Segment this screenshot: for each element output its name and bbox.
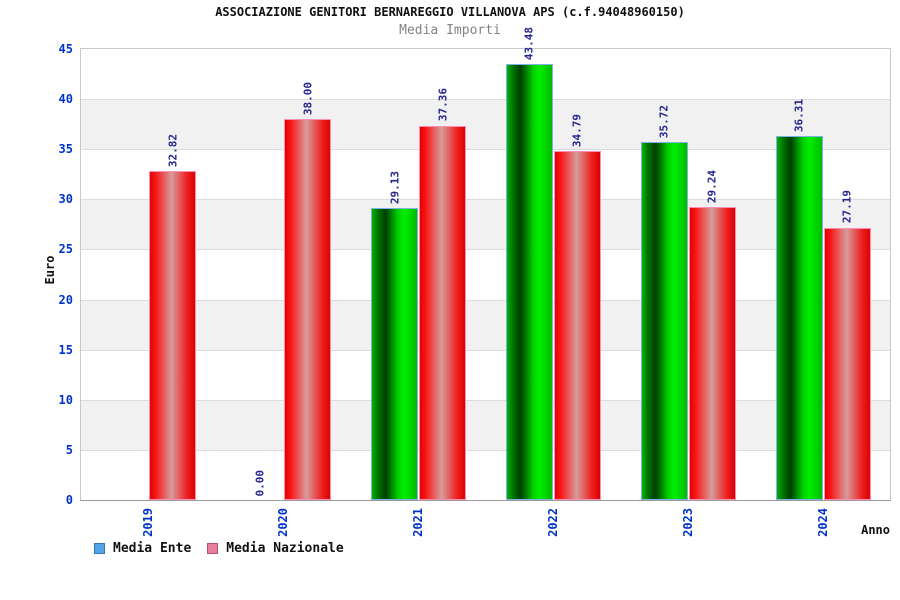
x-axis-tick-label: 2023 xyxy=(680,508,695,537)
bar-media-ente xyxy=(775,136,823,500)
bar-value-label: 32.82 xyxy=(166,133,180,168)
legend-label-media-nazionale: Media Nazionale xyxy=(226,541,344,556)
bar-value-label: 37.36 xyxy=(436,88,450,122)
y-axis-tick-label: 20 xyxy=(58,292,73,307)
bar-media-nazionale xyxy=(823,227,871,500)
x-axis-tick-label: 2022 xyxy=(545,508,560,537)
bar-media-nazionale xyxy=(149,171,197,500)
grid-band xyxy=(81,249,890,300)
y-axis-tick-label: 5 xyxy=(65,442,73,457)
grid-band xyxy=(81,99,890,150)
y-axis-tick-label: 30 xyxy=(58,192,73,207)
y-axis-tick-label: 45 xyxy=(58,42,73,56)
bar-value-label: 0.00 xyxy=(253,469,267,497)
bar-media-ente xyxy=(640,142,688,500)
y-axis-tick-label: 25 xyxy=(58,242,73,257)
plot-area: 0 5 10 15 20 25 30 35 40 45 32.82 2019 0.00 38.00 2020… xyxy=(59,27,891,537)
y-axis-tick-label: 40 xyxy=(58,92,73,107)
bar-value-label: 34.79 xyxy=(570,114,584,148)
legend: Media Ente Media Nazionale xyxy=(94,541,344,556)
bar-media-nazionale xyxy=(419,125,467,500)
grid-band xyxy=(81,49,890,100)
x-axis-title: Anno xyxy=(861,523,890,537)
chart-title: ASSOCIAZIONE GENITORI BERNAREGGIO VILLAN… xyxy=(215,5,685,19)
grid-band xyxy=(81,199,890,250)
bar-value-label: 43.48 xyxy=(522,27,536,61)
y-axis-tick-label: 0 xyxy=(65,493,73,507)
grid-band xyxy=(81,349,890,400)
y-axis-tick-label: 35 xyxy=(58,142,73,157)
bar-media-ente xyxy=(371,208,419,500)
grid-band xyxy=(81,149,890,200)
bar-value-label: 29.13 xyxy=(388,170,402,205)
y-axis-tick-label: 10 xyxy=(58,392,73,407)
legend-label-media-ente: Media Ente xyxy=(113,541,192,556)
y-axis-title: Euro xyxy=(43,255,57,285)
grid-band xyxy=(81,299,890,350)
bar-media-ente xyxy=(505,64,553,500)
x-axis-tick-label: 2021 xyxy=(411,508,426,537)
bar-value-label: 38.00 xyxy=(301,82,315,116)
x-axis-tick-label: 2020 xyxy=(276,508,291,537)
legend-swatch-media-ente xyxy=(94,543,105,554)
y-axis-tick-label: 15 xyxy=(58,342,73,357)
bar-media-nazionale xyxy=(688,206,736,500)
legend-swatch-media-nazionale xyxy=(207,543,219,554)
x-axis-tick-label: 2024 xyxy=(815,508,830,537)
x-axis-tick-label: 2019 xyxy=(141,508,156,537)
chart-subtitle: Media Importi xyxy=(399,23,501,38)
bar-value-label: 36.31 xyxy=(792,98,806,133)
bar-value-label: 27.19 xyxy=(840,190,854,224)
bar-media-nazionale xyxy=(284,119,332,500)
grid-band xyxy=(81,449,890,500)
bar-media-nazionale xyxy=(553,151,601,500)
grid-band xyxy=(81,399,890,450)
bar-value-label: 35.72 xyxy=(657,104,671,139)
bar-value-label: 29.24 xyxy=(705,169,719,203)
